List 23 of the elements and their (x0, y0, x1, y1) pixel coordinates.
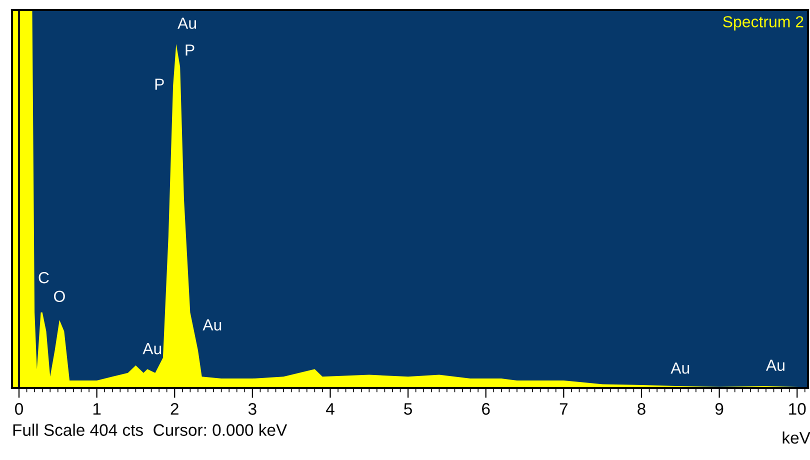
text: Full Scale 404 cts Cursor: 0.000 keV (13, 424, 288, 436)
x-tick-label: 10 (789, 403, 806, 415)
x-tick-label: 5 (404, 403, 412, 415)
x-tick-label: 9 (715, 403, 724, 415)
annotation: Au (670, 362, 690, 374)
x-tick-label: 4 (326, 403, 334, 415)
x-tick-label: 8 (638, 403, 646, 415)
x-tick-label: 3 (248, 403, 256, 415)
x-tick-label: 7 (560, 403, 568, 415)
x-tick-label: 2 (170, 403, 178, 415)
annotation: C (38, 272, 49, 284)
annotation: P (186, 44, 194, 56)
annotation: Au (202, 319, 222, 331)
annotation: Au (178, 18, 196, 29)
x-tick-label: 0 (15, 403, 23, 415)
x-axis-title: keV (782, 431, 810, 444)
annotation: O (54, 290, 65, 302)
annotation: P (155, 78, 164, 90)
annotation: Au (766, 360, 784, 371)
annotation: Spectrum 2 (723, 16, 804, 31)
annotation: Au (142, 343, 162, 354)
x-tick-label: 1 (93, 403, 101, 415)
x-tick-label: 6 (482, 403, 490, 415)
